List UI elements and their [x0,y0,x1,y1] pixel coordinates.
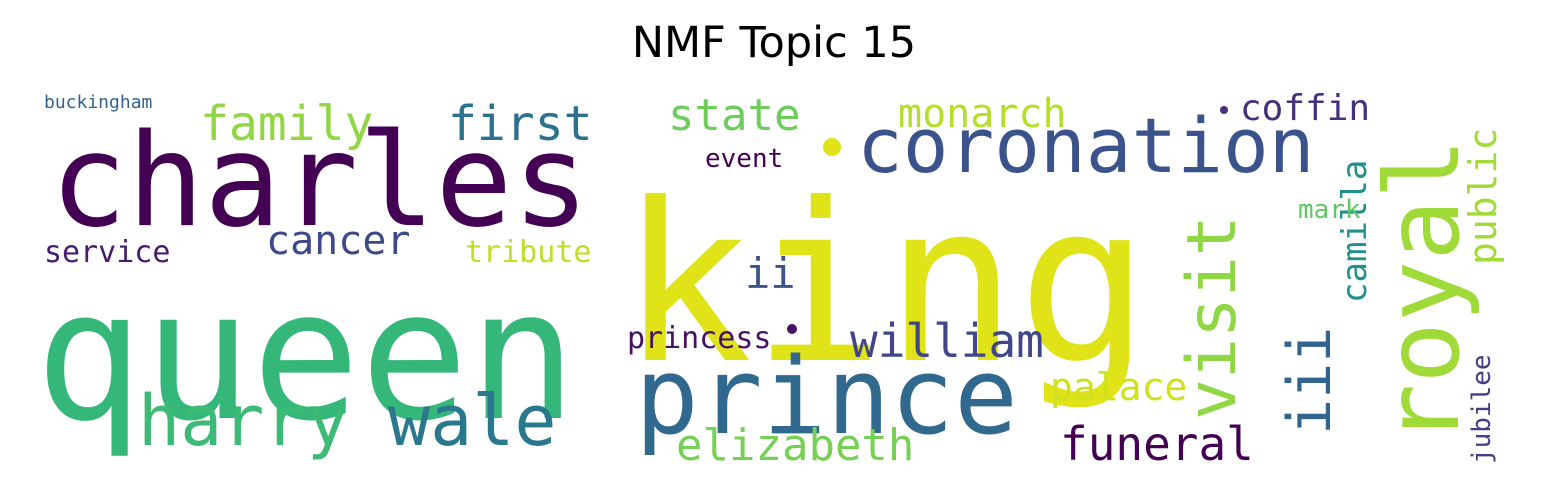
cloud-word-elizabeth: elizabeth [676,420,914,471]
cloud-word-ii: ii [745,249,796,298]
cloud-word-prince: prince [635,335,1018,458]
cloud-word-monarch: monarch [898,91,1067,137]
cloud-word-william: william [850,314,1044,368]
page-title: NMF Topic 15 [631,18,917,68]
cloud-word-king: king [620,156,1150,412]
cloud-word-iii: iii [1275,327,1345,435]
cloud-word-visit: visit [1173,215,1252,420]
cloud-word-jubilee: jubilee [1467,354,1497,464]
cloud-word-coronation: coronation [857,101,1315,190]
cloud-word-event: event [705,144,783,174]
decorative-dot-1 [823,138,841,156]
word-cloud: king queen charles prince royal coronation har… [40,90,1508,475]
cloud-word-funeral: funeral [1060,417,1254,471]
cloud-word-public: public [1461,128,1505,265]
cloud-word-mark: mark [1298,195,1361,225]
cloud-word-wale: wale [388,380,557,462]
cloud-word-harry: harry [138,380,349,462]
decorative-dot-3 [787,324,797,334]
cloud-word-service: service [44,235,170,270]
cloud-word-queen: queen [40,252,577,461]
cloud-word-princess: princess [627,321,772,356]
cloud-word-buckingham: buckingham [44,92,152,113]
cloud-word-palace: palace [1050,365,1187,409]
cloud-word-state: state [668,90,800,141]
cloud-word-royal: royal [1364,138,1483,445]
cloud-word-camilla: camilla [1335,160,1375,303]
cloud-word-cancer: cancer [266,218,411,264]
cloud-word-charles: charles [50,107,589,256]
decorative-dot-2 [1220,106,1228,114]
cloud-word-family: family [200,96,373,152]
cloud-word-first: first [448,96,593,152]
cloud-word-tribute: tribute [465,235,591,270]
cloud-word-coffin: coffin [1240,90,1370,129]
